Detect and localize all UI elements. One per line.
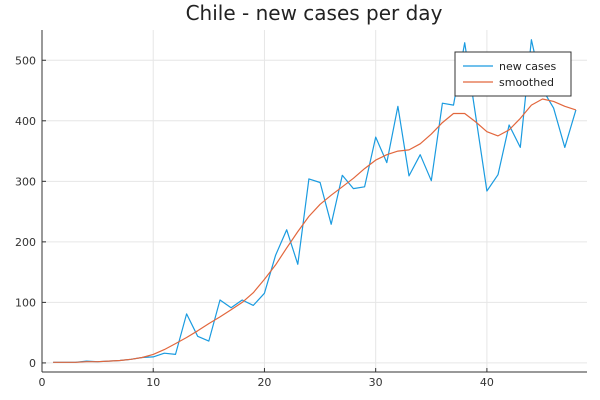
axes	[41, 30, 587, 373]
chart-title: Chile - new cases per day	[186, 1, 443, 25]
legend: new cases smoothed	[454, 51, 572, 97]
legend-label: smoothed	[499, 76, 554, 89]
y-tick-label: 0	[29, 357, 36, 370]
y-axis-ticks: 0 100 200 300 400 500	[15, 54, 46, 370]
series-group	[53, 39, 577, 363]
series-line-smoothed	[53, 98, 577, 363]
x-tick-label: 10	[146, 376, 160, 389]
x-tick-label: 0	[39, 376, 46, 389]
y-tick-label: 500	[15, 54, 36, 67]
legend-label: new cases	[499, 60, 557, 73]
x-tick-label: 40	[480, 376, 494, 389]
x-tick-label: 20	[257, 376, 271, 389]
y-tick-label: 300	[15, 175, 36, 188]
y-tick-label: 400	[15, 115, 36, 128]
y-tick-label: 200	[15, 236, 36, 249]
legend-box	[454, 51, 572, 97]
x-axis-ticks: 0 10 20 30 40	[39, 368, 494, 389]
x-tick-label: 30	[369, 376, 383, 389]
y-tick-label: 100	[15, 296, 36, 309]
